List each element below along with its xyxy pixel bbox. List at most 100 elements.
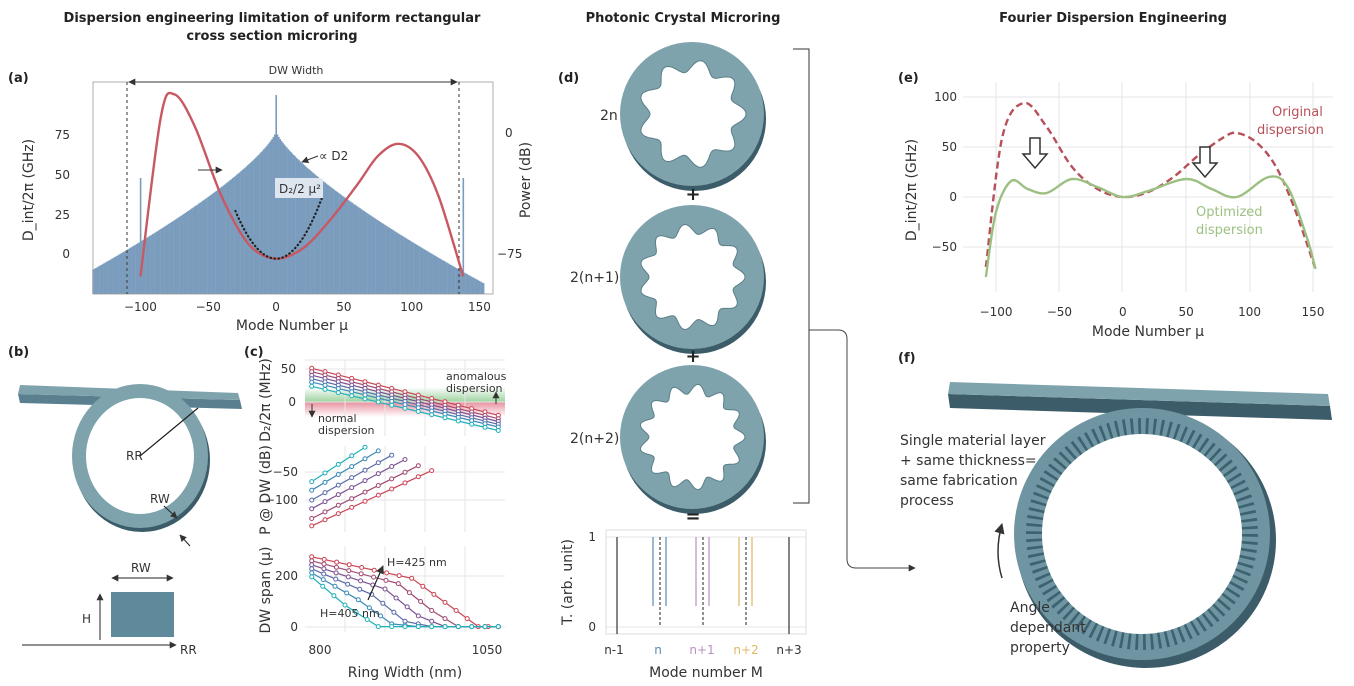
panel-a: DW Width D₂/2 μ² ∝ D2 −100 −50 0 50 100 150 0… xyxy=(21,63,534,334)
data-point xyxy=(442,599,448,605)
ring-radius-line xyxy=(139,407,199,457)
data-point xyxy=(429,624,435,630)
spectrum-bar xyxy=(118,254,120,294)
spectrum-bar xyxy=(447,263,450,294)
spectrum-bar xyxy=(130,247,132,294)
y-tick-a-0: 0 xyxy=(62,247,70,261)
spectrum-bar xyxy=(230,179,233,294)
anomalous-label-1: anomalous xyxy=(446,370,507,383)
data-point xyxy=(322,490,328,496)
title-left-line1: Dispersion engineering limitation of uni… xyxy=(64,11,481,26)
angle-arrow xyxy=(994,522,1005,579)
data-point xyxy=(309,566,315,572)
data-point xyxy=(349,475,355,481)
spectrum-bar xyxy=(233,177,235,294)
spectrum-bar xyxy=(354,204,356,294)
y-tick-c-bot-200: 200 xyxy=(275,569,298,583)
spectrum-bar xyxy=(194,206,196,294)
data-point xyxy=(335,482,341,488)
spectrum-bar xyxy=(210,194,212,294)
spectrum-bar xyxy=(166,224,169,294)
data-point xyxy=(349,496,355,502)
rw-label: RW xyxy=(150,492,170,506)
spectrum-bar xyxy=(96,267,98,294)
spectrum-bar xyxy=(280,140,283,294)
spectrum-bar xyxy=(133,245,135,294)
spectrum-bar xyxy=(164,226,166,294)
spectrum-bar xyxy=(349,201,352,294)
data-point xyxy=(396,573,402,579)
data-point xyxy=(346,568,352,574)
spectrum-bar xyxy=(229,180,231,294)
x-axis-label-e: Mode Number μ xyxy=(1092,324,1204,340)
data-point xyxy=(345,574,351,580)
spectrum-bar xyxy=(432,254,435,294)
y-axis-label-a: D_int/2π (GHz) xyxy=(21,139,37,241)
spectrum-bar xyxy=(255,157,257,294)
panel-label-c: (c) xyxy=(244,345,264,360)
spectrum-bar xyxy=(344,197,347,294)
data-point xyxy=(362,392,368,398)
data-point xyxy=(402,624,408,630)
spectrum-bar xyxy=(126,249,128,294)
y-tick-c-top-0: 0 xyxy=(288,395,296,409)
spectrum-bar xyxy=(444,261,447,294)
spectrum-bar xyxy=(145,238,147,294)
down-arrow-right xyxy=(1191,146,1219,179)
data-point xyxy=(375,624,381,630)
data-point xyxy=(335,492,341,498)
x-ticks-a: −100 −50 0 50 100 150 xyxy=(124,300,491,314)
spectrum-bar xyxy=(267,144,269,294)
spectrum-bar xyxy=(208,195,211,294)
panel-c: anomalous dispersion normal dispersion 5… xyxy=(258,358,507,681)
fab-text-3: same fabrication xyxy=(900,473,1018,489)
data-point xyxy=(364,617,370,622)
data-point xyxy=(344,590,350,596)
rr-label: RR xyxy=(126,449,143,463)
spectrum-bar xyxy=(259,153,261,294)
spectrum-bar xyxy=(272,136,275,294)
data-point xyxy=(375,471,381,477)
spectrum-bar xyxy=(271,139,273,294)
data-point xyxy=(375,483,381,488)
spectrum-bar xyxy=(469,275,471,294)
spectrum-bar xyxy=(249,162,252,294)
data-point xyxy=(309,554,315,560)
data-point xyxy=(309,506,315,512)
spectrum-bar xyxy=(355,205,357,294)
spectrum-bar xyxy=(165,225,168,294)
data-point xyxy=(321,571,327,577)
data-point xyxy=(320,577,326,583)
spectrum-bar xyxy=(103,263,105,294)
spectrum-bar xyxy=(394,231,397,294)
spectrum-bar xyxy=(310,171,313,294)
data-point xyxy=(345,581,351,587)
data-point xyxy=(402,469,408,475)
data-point xyxy=(358,578,364,584)
series-line xyxy=(311,450,379,491)
spectrum-bar xyxy=(318,178,321,294)
spectrum-bar xyxy=(122,252,124,294)
spectrum-bar xyxy=(290,152,292,294)
data-point xyxy=(331,593,337,599)
spectrum-bar xyxy=(465,273,467,294)
data-point xyxy=(382,586,388,592)
spectrum-bar xyxy=(383,224,386,294)
spectrum-bar xyxy=(325,183,328,294)
spectrum-bar xyxy=(455,268,458,294)
data-point xyxy=(353,609,359,615)
spectrum-bar xyxy=(368,214,371,294)
rw-bottom-label: RW xyxy=(131,561,151,575)
data-point xyxy=(320,583,326,589)
rr-bottom-label: RR xyxy=(180,643,197,657)
data-point xyxy=(322,479,328,485)
ring-label-2n: 2n xyxy=(600,108,618,124)
ring-label-2n1: 2(n+1) xyxy=(570,270,619,286)
spectrum-bar xyxy=(421,248,424,294)
spectrum-bar xyxy=(321,180,324,294)
spectrum-bar xyxy=(332,188,334,294)
spectrum-bar xyxy=(416,245,418,294)
spectrum-bar xyxy=(337,192,340,294)
spectrum-bar xyxy=(170,222,173,294)
spectrum-bar xyxy=(176,218,178,294)
